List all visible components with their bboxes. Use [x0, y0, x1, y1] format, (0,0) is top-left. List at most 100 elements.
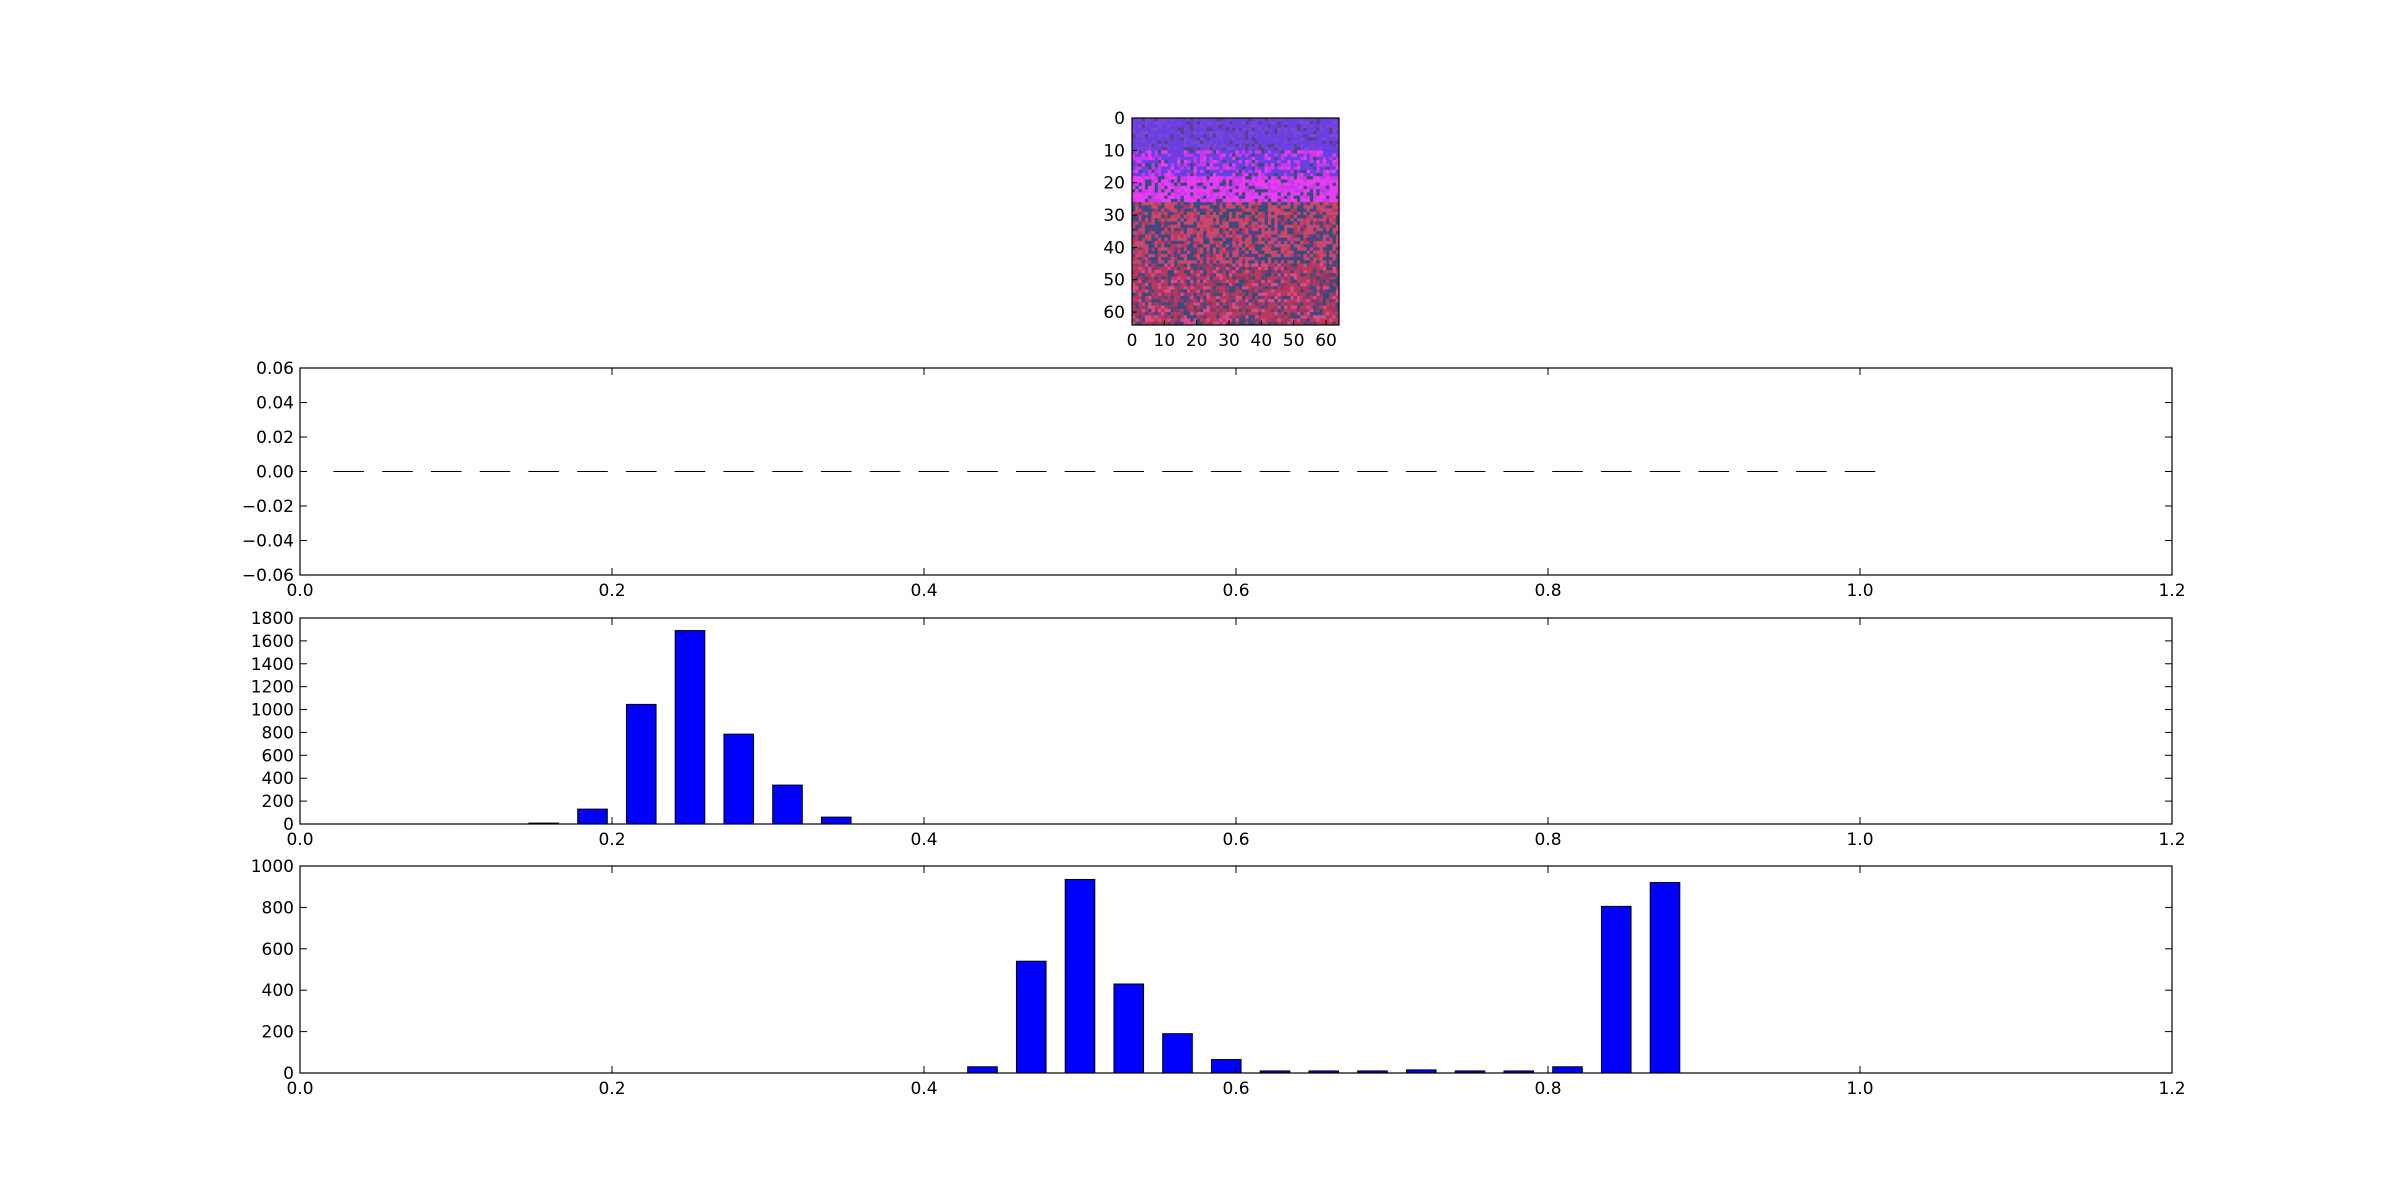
image-pixel	[1264, 221, 1269, 226]
image-pixel	[1271, 295, 1275, 300]
image-pixel	[1216, 221, 1220, 226]
image-pixel	[1164, 286, 1168, 290]
image-pixel	[1183, 312, 1188, 316]
image-pixel	[1186, 302, 1191, 306]
image-pixel	[1177, 266, 1181, 271]
image-pixel	[1161, 211, 1165, 216]
image-pixel	[1170, 318, 1175, 323]
image-pixel	[1229, 189, 1233, 193]
image-pixel	[1161, 312, 1165, 316]
image-pixel	[1190, 302, 1194, 306]
image-pixel	[1229, 273, 1233, 277]
image-pixel	[1245, 118, 1249, 122]
image-pixel	[1151, 185, 1155, 190]
image-pixel	[1245, 221, 1249, 226]
image-pixel	[1235, 179, 1240, 183]
image-pixel	[1229, 250, 1233, 255]
image-pixel	[1216, 140, 1220, 145]
image-pixel	[1222, 130, 1227, 135]
image-pixel	[1306, 279, 1311, 284]
image-pixel	[1186, 244, 1191, 248]
image-pixel	[1148, 227, 1152, 232]
image-pixel	[1216, 205, 1220, 209]
image-pixel	[1170, 195, 1175, 200]
image-pixel	[1193, 305, 1197, 310]
image-pixel	[1241, 208, 1246, 213]
image-pixel	[1264, 273, 1269, 277]
image-pixel	[1229, 247, 1233, 251]
image-pixel	[1212, 302, 1217, 306]
image-pixel	[1232, 208, 1236, 213]
image-pixel	[1241, 143, 1246, 148]
image-pixel	[1161, 134, 1165, 138]
image-pixel	[1190, 192, 1194, 196]
image-pixel	[1170, 260, 1175, 264]
image-pixel	[1216, 247, 1220, 251]
image-pixel	[1251, 118, 1256, 122]
image-pixel	[1332, 172, 1337, 177]
image-pixel	[1148, 127, 1152, 132]
image-pixel	[1251, 163, 1256, 167]
image-pixel	[1154, 282, 1159, 287]
image-pixel	[1300, 263, 1304, 268]
image-pixel	[1322, 234, 1327, 238]
image-pixel	[1303, 240, 1307, 245]
image-pixel	[1287, 276, 1291, 281]
image-pixel	[1245, 231, 1249, 235]
image-pixel	[1222, 279, 1227, 284]
image-pixel	[1196, 224, 1201, 229]
image-pixel	[1203, 263, 1207, 268]
image-pixel	[1186, 266, 1191, 271]
image-pixel	[1296, 198, 1301, 203]
image-pixel	[1225, 227, 1230, 232]
image-pixel	[1164, 211, 1168, 216]
image-pixel	[1135, 166, 1139, 171]
image-pixel	[1167, 224, 1172, 229]
image-pixel	[1141, 270, 1146, 274]
image-pixel	[1284, 257, 1288, 261]
image-pixel	[1313, 124, 1317, 129]
image-pixel	[1258, 315, 1262, 319]
image-pixel	[1161, 321, 1165, 326]
image-pixel	[1332, 195, 1337, 200]
image-pixel	[1199, 244, 1204, 248]
image-pixel	[1157, 202, 1162, 206]
image-pixel	[1135, 318, 1139, 323]
image-pixel	[1293, 286, 1298, 290]
image-pixel	[1229, 208, 1233, 213]
image-pixel	[1225, 143, 1230, 148]
image-pixel	[1186, 166, 1191, 171]
image-pixel	[1296, 231, 1301, 235]
image-pixel	[1258, 253, 1262, 258]
image-pixel	[1241, 176, 1246, 180]
image-pixel	[1238, 202, 1243, 206]
image-pixel	[1235, 234, 1240, 238]
image-pixel	[1177, 227, 1181, 232]
image-pixel	[1238, 263, 1243, 268]
image-pixel	[1132, 282, 1136, 287]
image-pixel	[1222, 124, 1227, 129]
image-pixel	[1322, 140, 1327, 145]
image-pixel	[1316, 286, 1320, 290]
image-pixel	[1316, 250, 1320, 255]
image-pixel	[1186, 172, 1191, 177]
image-pixel	[1132, 250, 1136, 255]
image-pixel	[1258, 163, 1262, 167]
image-pixel	[1248, 270, 1252, 274]
image-pixel	[1212, 279, 1217, 284]
image-pixel	[1196, 318, 1201, 323]
image-pixel	[1144, 266, 1149, 271]
image-pixel	[1280, 153, 1285, 158]
image-pixel	[1313, 156, 1317, 161]
image-pixel	[1232, 218, 1236, 222]
image-pixel	[1232, 253, 1236, 258]
image-pixel	[1296, 247, 1301, 251]
image-pixel	[1267, 321, 1272, 326]
image-pixel	[1167, 227, 1172, 232]
image-pixel	[1306, 244, 1311, 248]
image-pixel	[1284, 130, 1288, 135]
bar	[967, 1066, 998, 1074]
image-pixel	[1309, 127, 1314, 132]
image-pixel	[1277, 292, 1282, 297]
